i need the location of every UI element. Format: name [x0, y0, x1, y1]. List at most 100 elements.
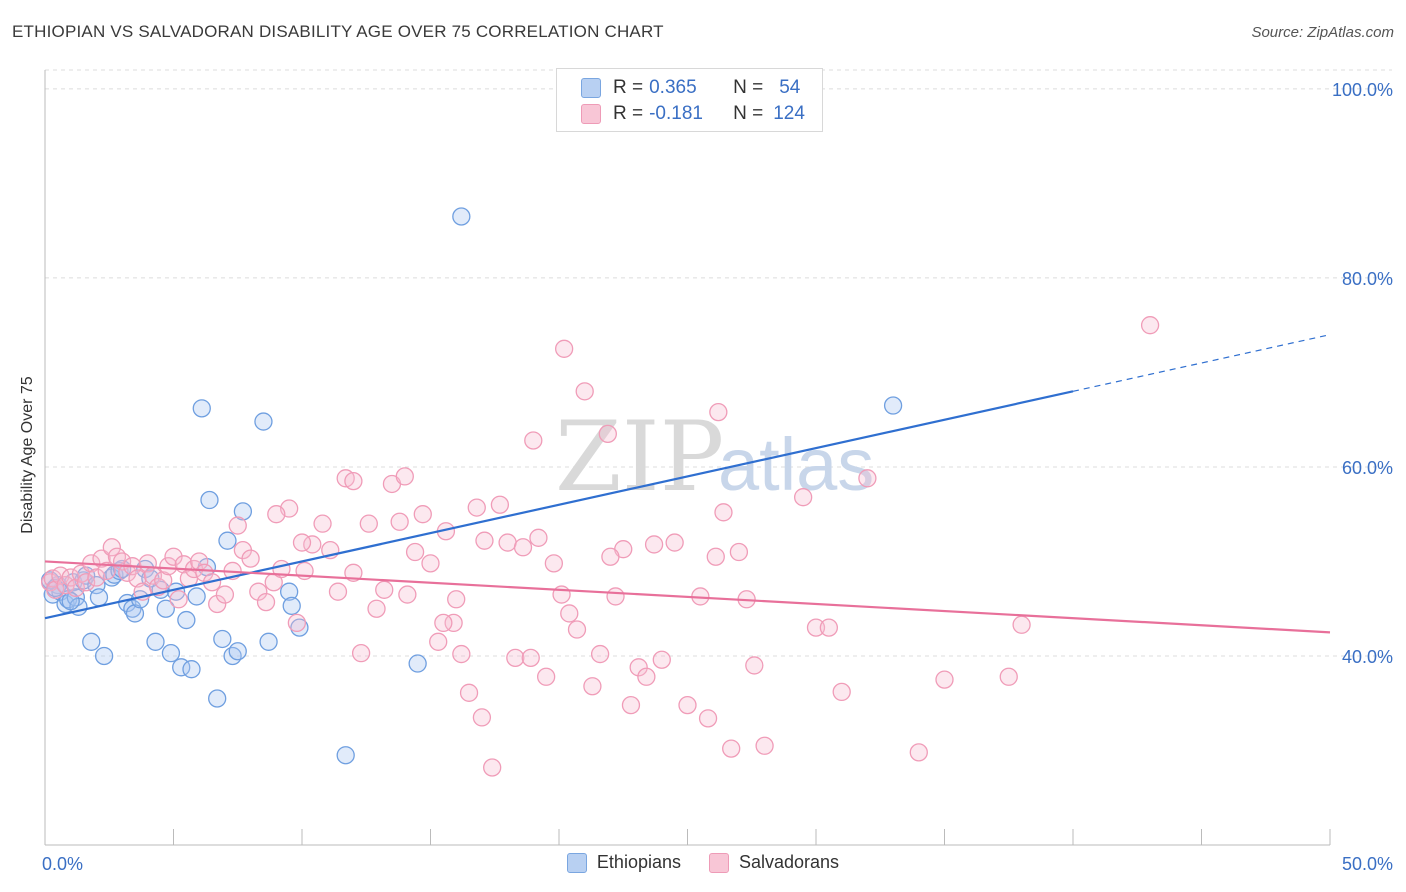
salvadorans-point [755, 736, 774, 755]
salvadorans-point [606, 587, 625, 606]
salvadorans-point [637, 667, 656, 686]
salvadorans-point [447, 590, 466, 609]
legend-label-salvadorans: Salvadorans [738, 852, 840, 872]
ethiopians-point [192, 399, 211, 418]
ethiopians-trend-extension [1072, 334, 1331, 392]
salvadorans-point [537, 667, 556, 686]
ethiopians-point [233, 502, 253, 521]
legend-n-label: N = [733, 77, 764, 98]
ethiopians-point [408, 654, 427, 673]
salvadorans-point [709, 402, 728, 422]
ethiopians-point [259, 632, 278, 651]
salvadorans-point [429, 632, 448, 651]
salvadorans-point [909, 743, 928, 762]
salvadorans-point [729, 542, 749, 562]
source-label: Source: ZipAtlas.com [1251, 24, 1394, 41]
salvadorans-point [665, 533, 684, 552]
salvadorans-points [40, 316, 1160, 777]
salvadorans-point [513, 538, 533, 557]
salvadorans-point [256, 592, 276, 612]
salvadorans-point [195, 563, 214, 582]
salvadorans-point [1012, 615, 1031, 634]
salvadorans-point [554, 339, 574, 358]
ethiopians-point [161, 643, 181, 663]
legend-r-label: R = [613, 103, 644, 124]
ethiopians-point [883, 396, 903, 415]
ethiopians-points [40, 207, 903, 765]
salvadorans-point [344, 471, 363, 491]
ethiopians-point [208, 689, 227, 708]
ethiopians-point [228, 642, 247, 661]
salvadorans-point [575, 382, 594, 401]
salvadorans-point [215, 585, 235, 604]
salvadorans-point [858, 469, 877, 488]
salvadorans-point [459, 683, 479, 702]
salvadorans-point [524, 431, 543, 450]
legend-item-salvadorans[interactable]: Salvadorans [708, 852, 840, 873]
ethiopians-trend-line [44, 390, 1074, 620]
salvadorans-point [398, 585, 417, 604]
x-tick-label-min: 0.0% [42, 854, 83, 874]
y-tick-label: 100.0% [1332, 80, 1393, 100]
salvadorans-point [652, 650, 671, 669]
legend-row-ethiopians: R = 0.365 N = 54 [581, 77, 800, 99]
salvadorans-point [267, 505, 286, 524]
salvadorans-point [359, 514, 378, 533]
ethiopians-point [94, 646, 114, 666]
ethiopians-point [200, 490, 219, 510]
salvadorans-point [413, 505, 432, 524]
salvadorans-point [344, 563, 363, 582]
salvadorans-point [560, 604, 579, 623]
legend-r-value: 0.365 [649, 77, 697, 98]
ethiopians-point [125, 604, 145, 623]
series-legend: Ethiopians Salvadorans [0, 852, 1406, 873]
legend-n-value: 54 [779, 77, 801, 98]
salvadorans-point [794, 488, 813, 507]
salvadorans-point [819, 618, 838, 637]
salvadorans-point [601, 547, 620, 566]
ethiopians-point [279, 582, 299, 601]
legend-swatch-ethiopians [566, 852, 587, 873]
salvadorans-point [832, 682, 851, 702]
salvadorans-point [444, 613, 463, 633]
salvadorans-point [472, 708, 492, 727]
legend-row-salvadorans: R = -0.181 N = 124 [581, 103, 805, 125]
watermark-zip: ZIP [555, 401, 724, 513]
x-tick-labels: 0.0% 50.0% [42, 854, 1393, 874]
salvadorans-point [102, 538, 121, 557]
ethiopians-point [452, 207, 471, 226]
legend-swatch-salvadorans [581, 104, 601, 124]
salvadorans-point [590, 644, 610, 664]
y-tick-labels: 40.0% 60.0% 80.0% 100.0% [1332, 80, 1393, 667]
salvadorans-point [935, 670, 954, 689]
y-tick-label: 60.0% [1342, 458, 1393, 478]
x-tick-label-max: 50.0% [1342, 854, 1393, 874]
salvadorans-point [169, 590, 188, 609]
salvadorans-point [421, 554, 440, 573]
ethiopians-point [177, 610, 196, 630]
legend-swatch-ethiopians [581, 78, 601, 98]
trend-lines [44, 334, 1331, 634]
legend-n-label: N = [733, 103, 764, 124]
salvadorans-point [698, 709, 718, 728]
salvadorans-trend-line [44, 560, 1331, 634]
salvadorans-point [598, 424, 617, 444]
salvadorans-point [76, 573, 96, 592]
ethiopians-point [89, 588, 109, 607]
salvadorans-point [97, 561, 116, 581]
grid-lines [45, 69, 1392, 657]
ethiopians-point [254, 412, 273, 431]
legend-item-ethiopians[interactable]: Ethiopians [566, 852, 681, 873]
ethiopians-point [218, 531, 237, 550]
salvadorans-point [483, 758, 502, 777]
salvadorans-point [806, 618, 826, 637]
legend-swatch-salvadorans [708, 852, 729, 873]
salvadorans-point [375, 580, 394, 599]
ethiopians-point [213, 629, 232, 649]
salvadorans-point [87, 568, 106, 587]
salvadorans-point [706, 547, 725, 566]
salvadorans-point [292, 533, 312, 552]
salvadorans-point [521, 648, 540, 668]
salvadorans-point [722, 739, 741, 758]
